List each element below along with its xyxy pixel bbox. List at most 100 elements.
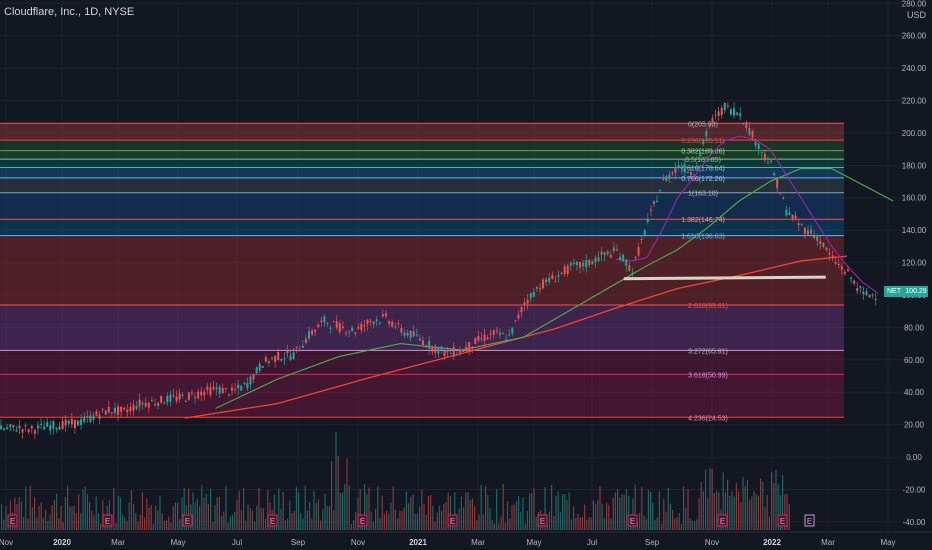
candle-body bbox=[110, 412, 113, 414]
volume-bar bbox=[735, 483, 737, 530]
volume-bar bbox=[469, 500, 471, 530]
volume-bar bbox=[18, 497, 20, 530]
candle-body bbox=[477, 335, 480, 341]
candle-body bbox=[831, 255, 834, 258]
chart-title: Cloudflare, Inc., 1D, NYSE bbox=[4, 6, 135, 18]
candle-body bbox=[286, 350, 289, 354]
volume-bar bbox=[95, 496, 97, 530]
candle-body bbox=[526, 299, 529, 304]
earnings-marker bbox=[717, 514, 728, 527]
volume-bar bbox=[80, 513, 82, 530]
candle-body bbox=[609, 254, 612, 258]
candle-body bbox=[154, 404, 156, 406]
candle-body bbox=[557, 274, 560, 277]
volume-bar bbox=[159, 495, 161, 530]
candle-body bbox=[203, 391, 206, 396]
candle-body bbox=[178, 393, 181, 400]
time-axis-label: Nov bbox=[0, 538, 13, 547]
candle-body bbox=[622, 254, 625, 262]
candle-body bbox=[628, 265, 631, 271]
candle-body bbox=[234, 389, 237, 391]
candle-body bbox=[566, 265, 569, 274]
volume-bar bbox=[58, 518, 60, 530]
candle-body bbox=[850, 277, 853, 279]
volume-bar bbox=[557, 491, 559, 530]
earnings-marker bbox=[102, 514, 113, 527]
volume-bar bbox=[47, 520, 49, 530]
candle-body bbox=[591, 261, 594, 265]
candle-body bbox=[197, 391, 200, 399]
candle-body bbox=[391, 322, 394, 327]
fib-band bbox=[0, 159, 844, 168]
volume-bar bbox=[3, 519, 5, 530]
candle-body bbox=[631, 272, 634, 275]
candle-body bbox=[46, 422, 49, 427]
candle-body bbox=[600, 251, 603, 255]
candle-body bbox=[751, 131, 754, 138]
candle-body bbox=[209, 387, 212, 395]
volume-bar bbox=[315, 502, 317, 530]
candle-body bbox=[160, 396, 163, 403]
candle-body bbox=[117, 406, 120, 415]
volume-bar bbox=[317, 499, 319, 530]
volume-bar bbox=[75, 513, 77, 530]
candle-body bbox=[853, 280, 856, 284]
candle-body bbox=[21, 429, 24, 433]
earnings-marker-label: E bbox=[450, 517, 455, 526]
candle-body bbox=[745, 122, 748, 129]
candle-body bbox=[779, 193, 782, 195]
candle-body bbox=[277, 352, 280, 360]
volume-bar bbox=[520, 511, 522, 530]
candle-body bbox=[344, 332, 347, 334]
volume-bar bbox=[397, 518, 399, 530]
volume-bar bbox=[650, 491, 652, 530]
candle-body bbox=[652, 201, 655, 204]
candle-body bbox=[64, 419, 67, 426]
volume-bar bbox=[599, 485, 601, 530]
volume-bar bbox=[229, 516, 231, 530]
volume-bar bbox=[368, 487, 370, 530]
volume-bar bbox=[487, 495, 489, 530]
fib-band bbox=[0, 374, 844, 418]
volume-bar bbox=[126, 520, 128, 530]
ma-slow-line bbox=[184, 255, 848, 419]
volume-bar bbox=[674, 519, 676, 530]
volume-bar bbox=[507, 501, 509, 530]
candle-body bbox=[30, 425, 33, 429]
volume-bar bbox=[251, 510, 253, 530]
candle-body bbox=[674, 166, 677, 173]
candle-body bbox=[49, 425, 52, 431]
volume-bar bbox=[689, 518, 691, 530]
volume-bar bbox=[476, 520, 478, 530]
time-axis-bg bbox=[0, 532, 932, 550]
volume-bar bbox=[225, 485, 227, 530]
currency-label: USD bbox=[906, 10, 926, 20]
price-axis-label: 140.00 bbox=[902, 226, 927, 235]
candle-body bbox=[341, 326, 344, 328]
price-axis-label: 280.00 bbox=[902, 0, 927, 8]
volume-bar bbox=[718, 492, 720, 530]
ma-mid-line bbox=[215, 168, 894, 409]
time-axis-label: Jul bbox=[587, 538, 597, 547]
volume-bar bbox=[724, 492, 726, 530]
candle-body bbox=[665, 176, 668, 182]
candle-body bbox=[677, 165, 680, 168]
volume-bar bbox=[645, 518, 647, 530]
volume-bar bbox=[119, 497, 121, 530]
volume-bar bbox=[403, 507, 405, 530]
volume-bar bbox=[27, 519, 29, 530]
candle-body bbox=[24, 425, 27, 427]
candle-body bbox=[458, 349, 461, 353]
candle-body bbox=[218, 386, 221, 394]
volume-bar bbox=[298, 492, 300, 530]
earnings-marker bbox=[182, 514, 193, 527]
volume-bar bbox=[529, 493, 531, 530]
time-axis-label: 2021 bbox=[409, 538, 427, 547]
volume-bar bbox=[553, 515, 555, 530]
volume-bar bbox=[694, 521, 696, 530]
volume-bar bbox=[326, 506, 328, 530]
candle-body bbox=[15, 430, 18, 432]
candle-body bbox=[634, 257, 637, 259]
candle-body bbox=[397, 323, 400, 325]
